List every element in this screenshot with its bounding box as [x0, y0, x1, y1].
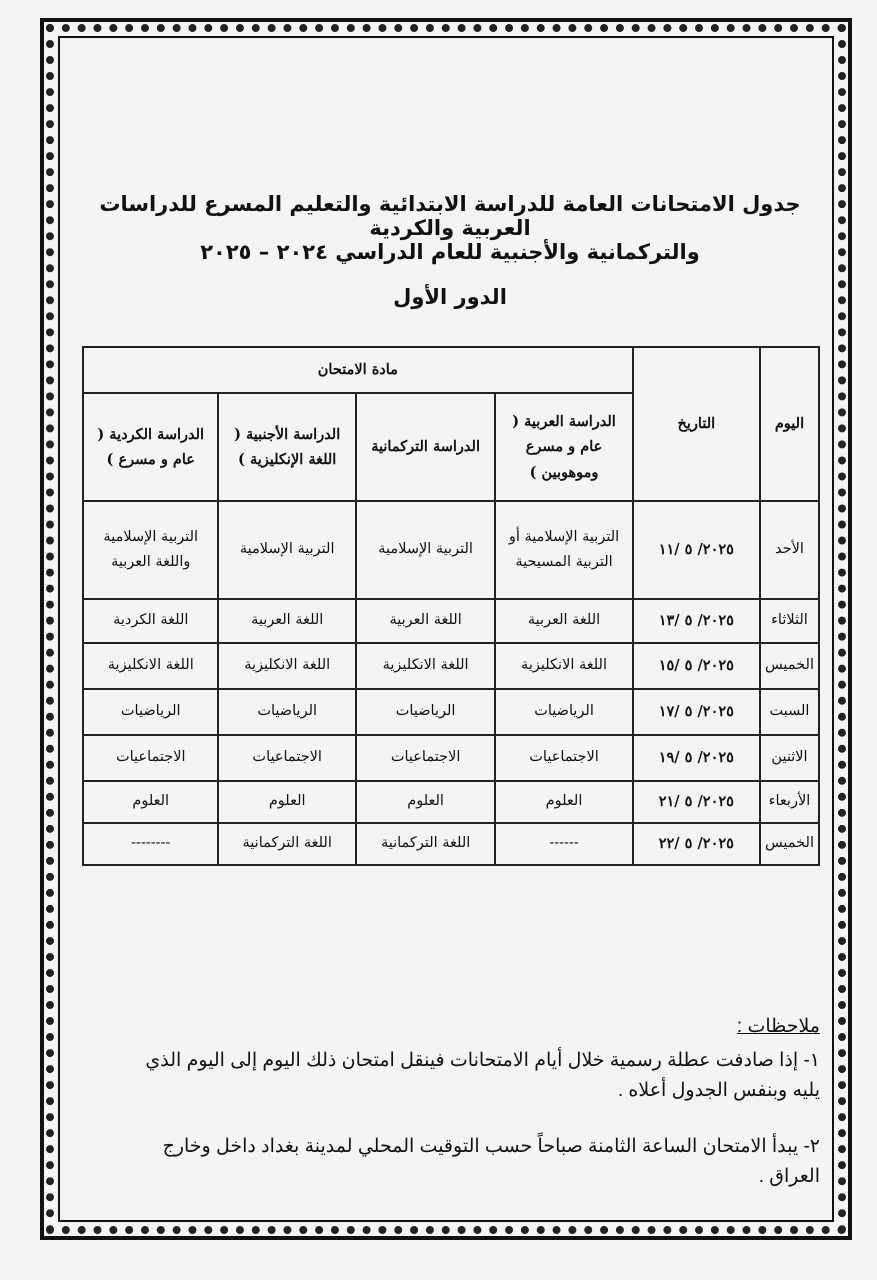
cell-turkmen: العلوم: [354, 780, 497, 824]
date-text: ٢٠٢٥/ ٥ /١٥: [658, 656, 734, 674]
cell-foreign: اللغة التركمانية: [217, 822, 357, 866]
cell-day: الأحد: [758, 500, 821, 600]
cell-arabic: الرياضيات: [494, 688, 634, 736]
table-row: الاثنين ٢٠٢٥/ ٥ /١٩ الاجتماعيات الاجتماعيات…: [81, 734, 821, 782]
cell-arabic: اللغة العربية: [494, 598, 634, 644]
decorative-border: [40, 18, 852, 1240]
cell-date: ٢٠٢٥/ ٥ /١٣: [631, 598, 761, 644]
cell-day: السبت: [758, 688, 821, 736]
cell-kurdish: التربية الإسلامية واللغة العربية: [81, 500, 220, 600]
table-row: الخميس ٢٠٢٥/ ٥ /١٥ اللغة الانكليزية اللغة ا…: [81, 642, 821, 690]
cell-foreign: اللغة الانكليزية: [217, 642, 357, 690]
cell-kurdish: العلوم: [81, 780, 220, 824]
cell-day: الاثنين: [758, 734, 821, 782]
table-row: الخميس ٢٠٢٥/ ٥ /٢٢ ------ اللغة التركمانية ا…: [81, 822, 821, 866]
date-text: ٢٠٢٥/ ٥ /١١: [658, 540, 734, 558]
cell-foreign: اللغة العربية: [217, 598, 357, 644]
header-subject-group: مادة الامتحان: [82, 346, 634, 394]
header-arabic: الدراسة العربية ( عام و مسرع وموهوبين ): [494, 392, 634, 502]
table-row: السبت ٢٠٢٥/ ٥ /١٧ الرياضيات الرياضيات الرياض…: [81, 688, 821, 736]
cell-kurdish: اللغة الكردية: [81, 598, 220, 644]
cell-foreign: الرياضيات: [217, 688, 357, 736]
cell-arabic: ------: [494, 822, 634, 866]
note-2: ٢- يبدأ الامتحان الساعة الثامنة صباحاً ح…: [162, 1136, 820, 1188]
notes-title: ملاحظات :: [736, 1016, 820, 1037]
cell-kurdish: --------: [81, 822, 220, 866]
cell-turkmen: اللغة الانكليزية: [354, 642, 497, 690]
cell-kurdish: اللغة الانكليزية: [81, 642, 220, 690]
document-title-line1: جدول الامتحانات العامة للدراسة الابتدائي…: [99, 192, 801, 240]
cell-turkmen: التربية الإسلامية: [354, 500, 497, 600]
cell-arabic: اللغة الانكليزية: [494, 642, 634, 690]
header-kurdish: الدراسة الكردية ( عام و مسرع ): [81, 392, 220, 502]
decorative-border-pattern: [46, 24, 846, 1234]
cell-date: ٢٠٢٥/ ٥ /١٩: [631, 734, 761, 782]
cell-day: الثلاثاء: [758, 598, 821, 644]
date-text: ٢٠٢٥/ ٥ /١٣: [658, 611, 734, 629]
cell-kurdish: الاجتماعيات: [81, 734, 220, 782]
cell-day: الخميس: [758, 642, 821, 690]
header-turkmen: الدراسة التركمانية: [354, 392, 497, 502]
cell-date: ٢٠٢٥/ ٥ /٢١: [631, 780, 761, 824]
table-row: الأحد ٢٠٢٥/ ٥ /١١ التربية الإسلامية أو الت…: [81, 500, 821, 600]
header-foreign: الدراسة الأجنبية ( اللغة الإنكليزية ): [217, 392, 357, 502]
cell-day: الأربعاء: [758, 780, 821, 824]
cell-turkmen: اللغة التركمانية: [354, 822, 497, 866]
table-row: الأربعاء ٢٠٢٥/ ٥ /٢١ العلوم العلوم العلوم الع…: [81, 780, 821, 824]
cell-arabic: التربية الإسلامية أو التربية المسيحية: [494, 500, 634, 600]
date-text: ٢٠٢٥/ ٥ /١٩: [658, 748, 734, 766]
header-day: اليوم: [758, 346, 821, 502]
cell-day: الخميس: [758, 822, 821, 866]
cell-turkmen: الاجتماعيات: [354, 734, 497, 782]
cell-foreign: الاجتماعيات: [217, 734, 357, 782]
cell-date: ٢٠٢٥/ ٥ /١٧: [631, 688, 761, 736]
decorative-border-inner: [58, 36, 834, 1222]
date-text: ٢٠٢٥/ ٥ /٢٢: [658, 834, 734, 852]
cell-foreign: التربية الإسلامية: [217, 500, 357, 600]
document-title-line2: والتركمانية والأجنبية للعام الدراسي ٢٠٢٤…: [200, 240, 700, 264]
cell-date: ٢٠٢٥/ ٥ /٢٢: [631, 822, 761, 866]
cell-arabic: الاجتماعيات: [494, 734, 634, 782]
exam-schedule-table: اليوم التاريخ مادة الامتحان الدراسة العر…: [81, 346, 821, 866]
cell-arabic: العلوم: [494, 780, 634, 824]
date-text: ٢٠٢٥/ ٥ /٢١: [658, 792, 734, 810]
document-subtitle: الدور الأول: [393, 285, 507, 309]
cell-turkmen: اللغة العربية: [354, 598, 497, 644]
cell-date: ٢٠٢٥/ ٥ /١١: [631, 500, 761, 600]
cell-turkmen: الرياضيات: [354, 688, 497, 736]
header-date: التاريخ: [631, 346, 761, 502]
cell-date: ٢٠٢٥/ ٥ /١٥: [631, 642, 761, 690]
cell-kurdish: الرياضيات: [81, 688, 220, 736]
table-row: الثلاثاء ٢٠٢٥/ ٥ /١٣ اللغة العربية اللغة ال…: [81, 598, 821, 644]
date-text: ٢٠٢٥/ ٥ /١٧: [658, 702, 734, 720]
cell-foreign: العلوم: [217, 780, 357, 824]
note-1: ١- إذا صادفت عطلة رسمية خلال أيام الامتح…: [145, 1050, 820, 1102]
